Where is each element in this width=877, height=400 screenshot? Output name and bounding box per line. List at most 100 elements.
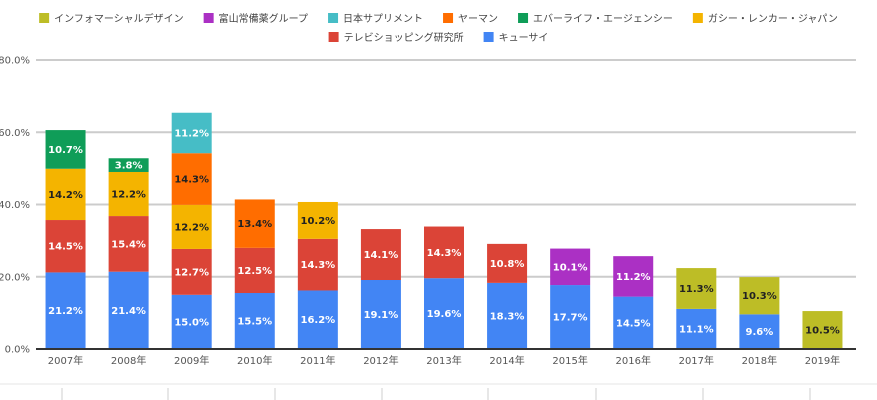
x-tick-label: 2009年	[174, 354, 209, 367]
legend-swatch	[328, 32, 339, 42]
bar-segment	[234, 247, 275, 294]
x-tick-label: 2011年	[300, 354, 335, 367]
bar-segment	[739, 277, 780, 315]
legend-label: キューサイ	[499, 32, 549, 44]
bar-segment	[676, 268, 717, 309]
data-label: 14.3%	[300, 260, 335, 271]
bar-segment	[108, 158, 149, 172]
bar-segment	[739, 314, 780, 349]
data-label: 14.3%	[427, 248, 462, 259]
legend-item: キューサイ	[483, 32, 549, 44]
data-label: 19.6%	[427, 309, 462, 320]
x-tick-label: 2014年	[489, 354, 524, 367]
bar-segment	[424, 226, 464, 279]
legend-swatch	[39, 13, 50, 23]
x-tick-label: 2013年	[426, 354, 461, 367]
bar-segment	[171, 294, 212, 349]
legend-item: 日本サプリメント	[328, 12, 423, 25]
x-tick-label: 2012年	[363, 354, 398, 367]
legend-item: エバーライフ・エージェンシー	[518, 13, 673, 25]
data-label: 19.1%	[364, 310, 399, 321]
bar-segment	[360, 229, 401, 281]
bar-segment	[676, 308, 717, 349]
x-tick-label: 2010年	[237, 354, 272, 367]
bar-segment	[171, 112, 212, 154]
data-label: 15.5%	[237, 317, 272, 328]
bar-segment	[45, 168, 86, 221]
bar-segment	[171, 204, 212, 249]
legend-swatch	[203, 13, 214, 23]
x-tick-label: 2008年	[111, 354, 146, 367]
legend-label: ガシー・レンカー・ジャパン	[708, 13, 838, 25]
data-label: 12.5%	[237, 266, 272, 277]
data-label: 14.2%	[48, 190, 83, 201]
data-label: 10.5%	[805, 326, 840, 337]
legend-item: 富山常備薬グループ	[203, 12, 308, 25]
x-axis: 2007年 2008年 2009年 2010年 2011年 2012年 2013年 2014年…	[36, 348, 856, 367]
legend-label: ヤーマン	[458, 14, 498, 25]
bar-segment	[45, 130, 86, 169]
legend-label: 富山常備薬グループ	[219, 12, 308, 25]
bar-segment	[297, 201, 338, 239]
x-tick-label: 2015年	[552, 354, 587, 367]
x-tick-label: 2016年	[616, 354, 651, 367]
bar-segment	[550, 248, 591, 286]
legend-item: インフォマーシャルデザイン	[39, 12, 184, 25]
data-label: 11.1%	[679, 324, 714, 335]
bar-segment	[108, 271, 149, 349]
data-label: 12.7%	[174, 267, 209, 278]
data-label: 21.2%	[48, 306, 83, 317]
data-label: 18.3%	[490, 311, 525, 322]
data-label: 10.1%	[553, 262, 588, 273]
data-label: 17.7%	[553, 313, 588, 324]
legend-label: 日本サプリメント	[343, 12, 423, 25]
bar-segment	[360, 280, 401, 349]
legend-item: ヤーマン	[443, 13, 498, 25]
y-tick-label: 40.0%	[0, 200, 30, 211]
x-tick-label: 2019年	[805, 354, 840, 367]
bar-segment	[108, 216, 149, 272]
bottom-divider-strip	[0, 383, 877, 400]
data-label: 10.2%	[300, 216, 335, 227]
bar-segment	[45, 272, 86, 349]
data-label: 13.4%	[237, 219, 272, 230]
data-label: 14.5%	[616, 318, 651, 329]
bar-segment	[613, 296, 654, 349]
bar-segment	[424, 278, 464, 349]
legend-label: インフォマーシャルデザイン	[54, 12, 184, 25]
data-label: 3.8%	[115, 161, 143, 172]
legend-label: テレビショッピング研究所	[344, 31, 464, 44]
data-label: 9.6%	[746, 327, 774, 338]
legend: インフォマーシャルデザイン 富山常備薬グループ 日本サプリメント ヤーマン エバーライフ…	[39, 12, 838, 44]
bars: 21.2% 14.5% 14.2% 10.7% 21.4% 15.4% 12.2% 3.8% 1…	[45, 112, 843, 349]
bar-segment	[297, 238, 338, 291]
y-axis: 0.0% 20.0% 40.0% 60.0% 80.0%	[0, 56, 30, 356]
y-tick-label: 0.0%	[5, 345, 30, 356]
data-label: 10.8%	[490, 259, 525, 270]
y-tick-label: 20.0%	[0, 272, 30, 283]
data-label: 12.2%	[174, 222, 209, 233]
bar-segment	[487, 243, 528, 283]
bar-segment	[171, 248, 212, 295]
bar-segment	[108, 171, 149, 217]
bar-segment	[234, 293, 275, 349]
data-label: 21.4%	[111, 306, 146, 317]
data-label: 10.7%	[48, 145, 83, 156]
bar-segment	[802, 311, 843, 349]
data-label: 16.2%	[300, 315, 335, 326]
legend-swatch	[692, 13, 703, 23]
data-label: 11.3%	[679, 284, 714, 295]
data-label: 14.1%	[364, 250, 399, 261]
y-tick-label: 60.0%	[0, 128, 30, 139]
x-tick-label: 2018年	[742, 354, 777, 367]
legend-item: テレビショッピング研究所	[328, 31, 464, 44]
bar-segment	[45, 220, 86, 273]
x-tick-label: 2017年	[679, 354, 714, 367]
legend-swatch	[328, 13, 339, 23]
y-tick-label: 80.0%	[0, 56, 30, 67]
data-label: 10.3%	[742, 291, 777, 302]
legend-swatch	[483, 32, 494, 42]
data-label: 11.2%	[174, 128, 209, 139]
legend-label: エバーライフ・エージェンシー	[533, 13, 673, 25]
